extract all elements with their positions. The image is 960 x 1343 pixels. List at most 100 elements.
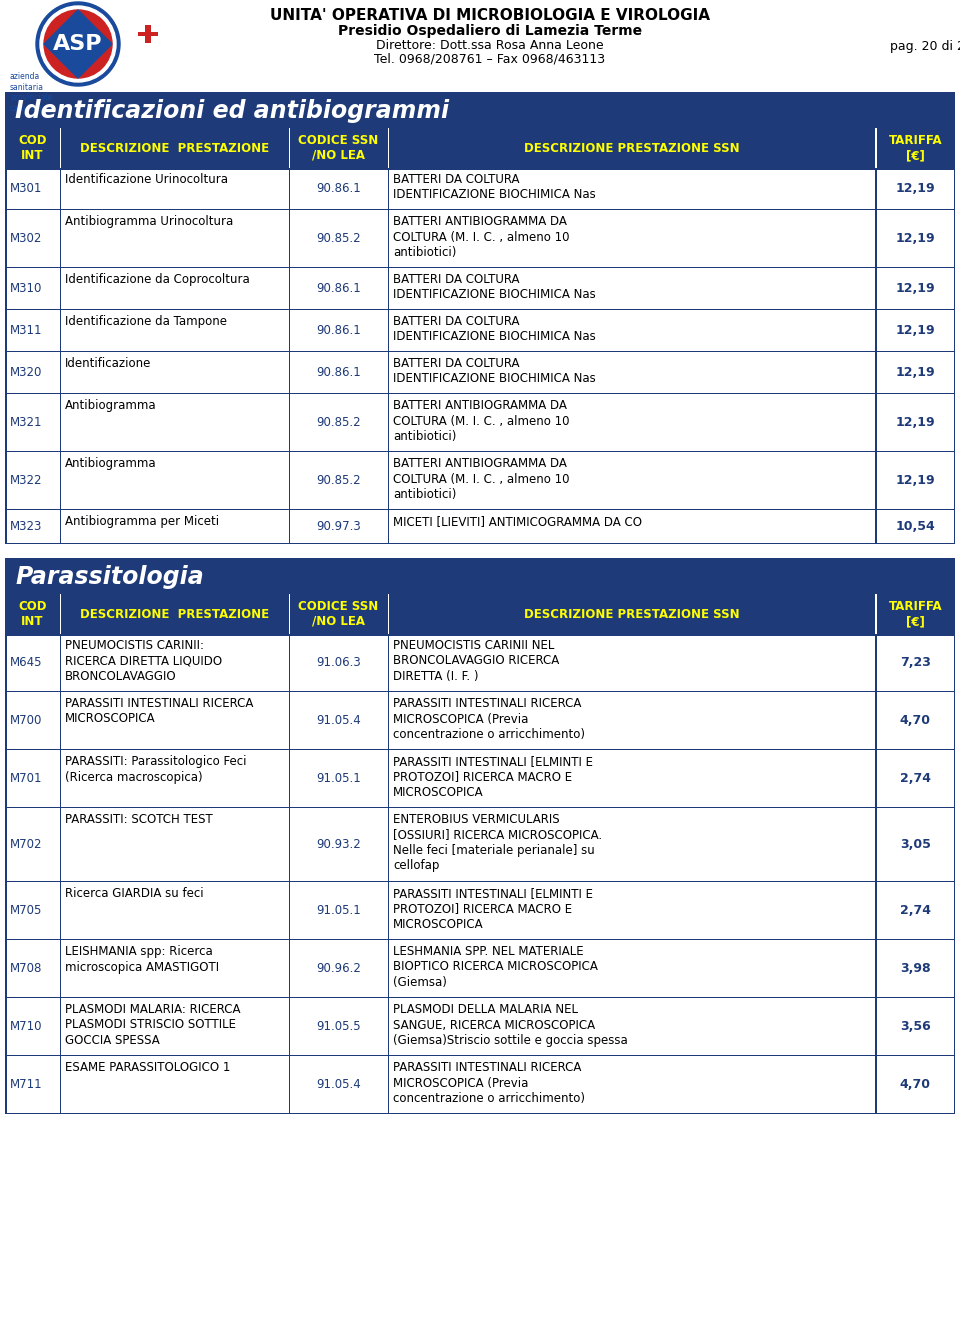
Text: 12,19: 12,19 bbox=[896, 183, 935, 196]
Bar bbox=[953, 882, 955, 940]
Bar bbox=[5, 168, 7, 210]
Bar bbox=[289, 210, 290, 269]
Bar bbox=[60, 128, 61, 168]
Text: LEISHMANIA spp: Ricerca
microscopica AMASTIGOTI: LEISHMANIA spp: Ricerca microscopica AMA… bbox=[64, 945, 219, 974]
Bar bbox=[60, 808, 61, 882]
Bar bbox=[5, 594, 955, 634]
Bar bbox=[138, 32, 158, 36]
Bar bbox=[5, 808, 7, 882]
Bar bbox=[289, 998, 290, 1056]
Bar bbox=[5, 882, 955, 940]
Text: Identificazione: Identificazione bbox=[64, 357, 151, 371]
Circle shape bbox=[36, 1, 120, 86]
Text: BATTERI ANTIBIOGRAMMA DA
COLTURA (M. I. C. , almeno 10
antibiotici): BATTERI ANTIBIOGRAMMA DA COLTURA (M. I. … bbox=[393, 457, 569, 501]
Bar bbox=[60, 594, 61, 634]
Bar bbox=[5, 351, 955, 352]
Text: M701: M701 bbox=[10, 772, 42, 786]
Bar bbox=[60, 692, 61, 749]
Bar bbox=[5, 692, 955, 749]
Bar bbox=[289, 634, 290, 692]
Bar bbox=[5, 352, 955, 393]
Text: TARIFFA
[€]: TARIFFA [€] bbox=[888, 134, 942, 163]
Text: BATTERI ANTIBIOGRAMMA DA
COLTURA (M. I. C. , almeno 10
antibiotici): BATTERI ANTIBIOGRAMMA DA COLTURA (M. I. … bbox=[393, 215, 569, 259]
Bar bbox=[388, 269, 390, 310]
Text: 90.86.1: 90.86.1 bbox=[316, 367, 361, 380]
Text: Direttore: Dott.ssa Rosa Anna Leone: Direttore: Dott.ssa Rosa Anna Leone bbox=[376, 39, 604, 52]
Text: 2,74: 2,74 bbox=[900, 904, 930, 917]
Bar bbox=[5, 543, 955, 544]
Text: 12,19: 12,19 bbox=[896, 416, 935, 430]
Bar bbox=[388, 453, 390, 510]
Bar bbox=[60, 1056, 61, 1113]
Text: 12,19: 12,19 bbox=[896, 325, 935, 337]
Bar bbox=[5, 881, 955, 882]
Bar bbox=[5, 392, 955, 393]
Text: Antibiogramma Urinocoltura: Antibiogramma Urinocoltura bbox=[64, 215, 233, 228]
Text: COD
INT: COD INT bbox=[18, 600, 47, 629]
Text: M323: M323 bbox=[10, 521, 42, 533]
Text: M322: M322 bbox=[10, 474, 42, 488]
Bar bbox=[289, 352, 290, 393]
Text: M320: M320 bbox=[10, 367, 42, 380]
Text: 12,19: 12,19 bbox=[896, 232, 935, 246]
Bar bbox=[388, 634, 390, 692]
Text: M645: M645 bbox=[10, 657, 42, 670]
Text: M705: M705 bbox=[10, 904, 42, 917]
Bar bbox=[60, 510, 61, 544]
Text: DESCRIZIONE PRESTAZIONE SSN: DESCRIZIONE PRESTAZIONE SSN bbox=[524, 141, 739, 154]
Bar bbox=[5, 393, 955, 453]
Text: BATTERI DA COLTURA
IDENTIFICAZIONE BIOCHIMICA Nas: BATTERI DA COLTURA IDENTIFICAZIONE BIOCH… bbox=[393, 173, 596, 201]
Text: PLASMODI DELLA MALARIA NEL
SANGUE, RICERCA MICROSCOPICA
(Giemsa)Striscio sottile: PLASMODI DELLA MALARIA NEL SANGUE, RICER… bbox=[393, 1003, 628, 1048]
Bar bbox=[5, 266, 955, 269]
Text: BATTERI DA COLTURA
IDENTIFICAZIONE BIOCHIMICA Nas: BATTERI DA COLTURA IDENTIFICAZIONE BIOCH… bbox=[393, 316, 596, 344]
Bar bbox=[953, 453, 955, 510]
Bar bbox=[289, 749, 290, 808]
Text: 90.96.2: 90.96.2 bbox=[316, 963, 361, 975]
Text: 90.85.2: 90.85.2 bbox=[316, 416, 361, 430]
Bar bbox=[5, 634, 955, 692]
Bar bbox=[5, 690, 955, 692]
Bar bbox=[388, 168, 390, 210]
Text: Presidio Ospedaliero di Lamezia Terme: Presidio Ospedaliero di Lamezia Terme bbox=[338, 24, 642, 38]
Bar bbox=[60, 882, 61, 940]
Bar bbox=[388, 128, 390, 168]
Bar bbox=[388, 210, 390, 269]
Circle shape bbox=[40, 5, 116, 82]
Text: Identificazione da Coprocoltura: Identificazione da Coprocoltura bbox=[64, 273, 250, 286]
Text: LESHMANIA SPP. NEL MATERIALE
BIOPTICO RICERCA MICROSCOPICA
(Giemsa): LESHMANIA SPP. NEL MATERIALE BIOPTICO RI… bbox=[393, 945, 598, 988]
Text: 12,19: 12,19 bbox=[896, 367, 935, 380]
Bar bbox=[5, 882, 7, 940]
Text: Identificazioni ed antibiogrammi: Identificazioni ed antibiogrammi bbox=[15, 99, 449, 124]
Text: 4,70: 4,70 bbox=[900, 1078, 930, 1092]
Text: Tel. 0968/208761 – Fax 0968/463113: Tel. 0968/208761 – Fax 0968/463113 bbox=[374, 52, 606, 66]
Bar bbox=[388, 692, 390, 749]
Text: Identificazione Urinocoltura: Identificazione Urinocoltura bbox=[64, 173, 228, 185]
Text: 7,23: 7,23 bbox=[900, 657, 930, 670]
Text: PNEUMOCISTIS CARINII NEL
BRONCOLAVAGGIO RICERCA
DIRETTA (I. F. ): PNEUMOCISTIS CARINII NEL BRONCOLAVAGGIO … bbox=[393, 639, 560, 684]
Text: Parassitologia: Parassitologia bbox=[15, 565, 204, 590]
Bar bbox=[953, 808, 955, 882]
Text: DESCRIZIONE  PRESTAZIONE: DESCRIZIONE PRESTAZIONE bbox=[80, 607, 269, 620]
Text: 90.85.2: 90.85.2 bbox=[316, 474, 361, 488]
Bar bbox=[5, 393, 7, 453]
Text: pag. 20 di 21: pag. 20 di 21 bbox=[890, 40, 960, 52]
Bar bbox=[5, 310, 955, 352]
Text: Antibiogramma: Antibiogramma bbox=[64, 457, 156, 470]
Text: PNEUMOCISTIS CARINII:
RICERCA DIRETTA LIQUIDO
BRONCOLAVAGGIO: PNEUMOCISTIS CARINII: RICERCA DIRETTA LI… bbox=[64, 639, 222, 684]
Bar bbox=[60, 749, 61, 808]
Bar bbox=[388, 1056, 390, 1113]
Bar bbox=[60, 352, 61, 393]
Bar bbox=[5, 128, 955, 168]
Bar bbox=[5, 749, 955, 808]
Bar bbox=[5, 748, 955, 749]
Text: M310: M310 bbox=[10, 282, 42, 295]
Bar bbox=[5, 210, 7, 269]
Text: Antibiogramma per Miceti: Antibiogramma per Miceti bbox=[64, 514, 219, 528]
Text: 91.05.4: 91.05.4 bbox=[316, 1078, 361, 1092]
Text: PARASSITI: Parassitologico Feci
(Ricerca macroscopica): PARASSITI: Parassitologico Feci (Ricerca… bbox=[64, 755, 246, 783]
Bar bbox=[5, 210, 955, 269]
Text: PARASSITI INTESTINALI [ELMINTI E
PROTOZOI] RICERCA MACRO E
MICROSCOPICA: PARASSITI INTESTINALI [ELMINTI E PROTOZO… bbox=[393, 886, 593, 931]
Text: 12,19: 12,19 bbox=[896, 282, 935, 295]
Text: PARASSITI: SCOTCH TEST: PARASSITI: SCOTCH TEST bbox=[64, 813, 212, 826]
Bar bbox=[5, 509, 955, 510]
